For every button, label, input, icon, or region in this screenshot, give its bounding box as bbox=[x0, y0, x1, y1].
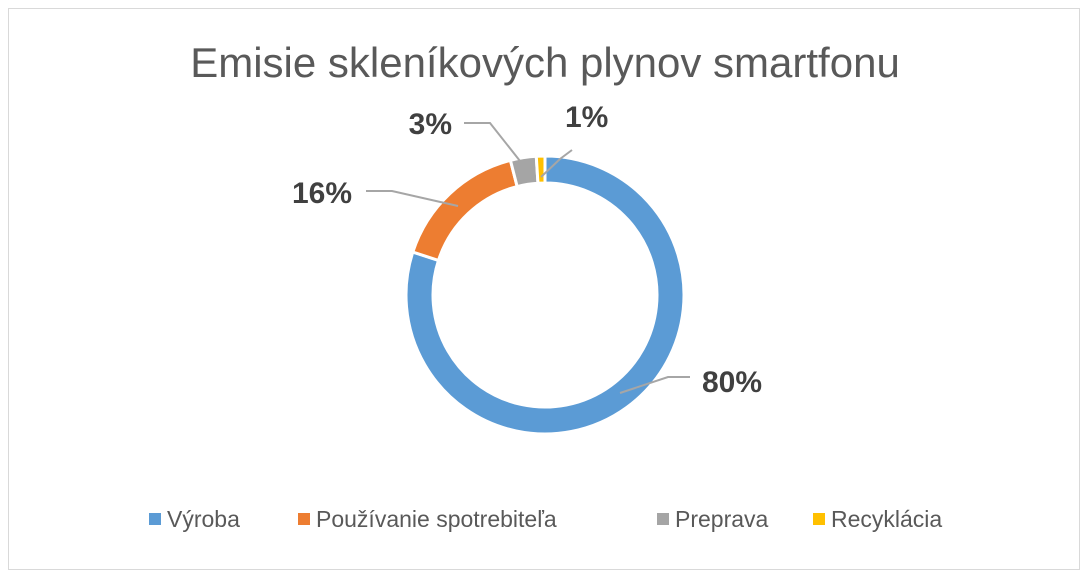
legend-label-preprava: Preprava bbox=[675, 506, 769, 532]
chart-title: Emisie skleníkových plynov smartfonu bbox=[190, 39, 900, 86]
slice-pouzivanie bbox=[410, 158, 519, 263]
leader-lines-group bbox=[366, 122, 690, 394]
legend-label-recyklacia: Recyklácia bbox=[831, 506, 942, 532]
data-labels-group: 80% 16% 3% 1% bbox=[292, 101, 762, 399]
leader-line-preprava bbox=[464, 122, 521, 162]
legend-label-vyroba: Výroba bbox=[167, 506, 240, 532]
leader-line-vyroba bbox=[619, 376, 690, 394]
data-label-vyroba: 80% bbox=[702, 366, 762, 399]
data-label-pouzivanie: 16% bbox=[292, 177, 352, 210]
leader-line-recyklacia bbox=[540, 149, 573, 178]
legend-swatch-vyroba bbox=[149, 513, 161, 525]
data-label-recyklacia: 1% bbox=[565, 101, 608, 134]
slices-group bbox=[404, 154, 686, 436]
legend: Výroba Používanie spotrebiteľa Preprava Rec… bbox=[149, 506, 942, 532]
legend-swatch-preprava bbox=[657, 513, 669, 525]
legend-label-pouzivanie: Používanie spotrebiteľa bbox=[316, 506, 557, 532]
legend-swatch-recyklacia bbox=[813, 513, 825, 525]
data-label-preprava: 3% bbox=[409, 108, 452, 141]
slice-vyroba bbox=[404, 154, 686, 436]
chart-frame bbox=[8, 8, 1080, 570]
legend-swatch-pouzivanie bbox=[298, 513, 310, 525]
slice-recyklacia bbox=[534, 154, 547, 185]
slice-preprava bbox=[508, 154, 540, 189]
leader-line-pouzivanie bbox=[366, 190, 459, 207]
